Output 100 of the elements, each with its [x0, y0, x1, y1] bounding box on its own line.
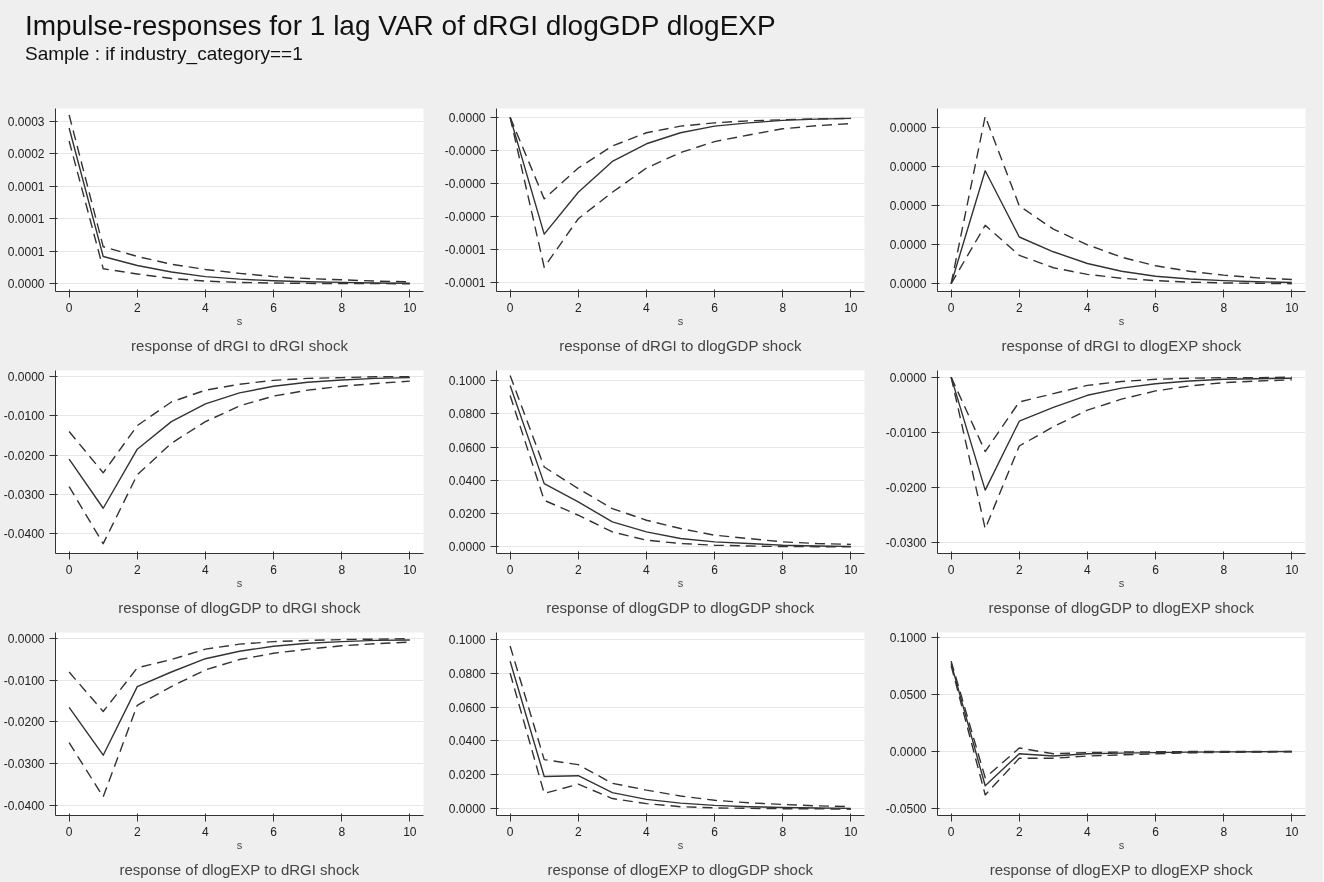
x-tick-label: 10	[1285, 824, 1299, 839]
x-tick-label: 10	[403, 824, 417, 839]
y-tick-label: 0.0500	[889, 687, 927, 702]
x-tick-label: 4	[643, 562, 651, 577]
x-tick-label: 6	[270, 300, 278, 315]
x-axis-title: s	[236, 314, 243, 327]
text: Sample : if industry_category==1	[25, 42, 304, 66]
y-tick-label: 0.0000	[448, 110, 486, 125]
x-tick-label: 6	[711, 824, 719, 839]
y-tick-label: 0.1000	[448, 373, 486, 388]
x-tick-label: 0	[947, 562, 955, 577]
y-tick-label: 0.0000	[7, 632, 45, 647]
x-tick-label: 6	[1152, 824, 1160, 839]
x-tick-label: 4	[1084, 824, 1092, 839]
x-tick-label: 4	[1084, 300, 1092, 315]
y-tick-label: 0.0000	[889, 370, 927, 385]
y-tick-label: -0.0000	[444, 210, 486, 225]
text: response of dRGI to dlogEXP shock	[1001, 336, 1242, 354]
x-axis-title: s	[1118, 576, 1125, 589]
y-tick-label: -0.0000	[444, 176, 486, 191]
x-axis-title: s	[1118, 838, 1125, 851]
x-tick-label: 0	[65, 562, 73, 577]
y-tick-label: -0.0200	[3, 448, 45, 463]
x-tick-label: 10	[844, 824, 858, 839]
x-tick-label: 2	[574, 300, 582, 315]
x-tick-label: 2	[574, 562, 582, 577]
y-tick-label: -0.0200	[885, 480, 927, 495]
x-tick-label: 8	[1220, 300, 1228, 315]
y-tick-label: 0.0200	[448, 768, 486, 783]
x-tick-label: 0	[65, 824, 73, 839]
text: response of dlogEXP to dRGI shock	[119, 860, 360, 878]
y-tick-label: 0.0000	[889, 121, 927, 136]
x-tick-label: 10	[1285, 562, 1299, 577]
text: response of dRGI to dRGI shock	[131, 336, 349, 354]
x-tick-label: 2	[1015, 824, 1023, 839]
y-tick-label: 0.0000	[889, 744, 927, 759]
y-tick-label: -0.0300	[3, 757, 45, 772]
text: response of dlogGDP to dlogGDP shock	[546, 598, 815, 616]
x-axis-title: s	[677, 838, 684, 851]
x-tick-label: 6	[1152, 300, 1160, 315]
x-axis-title: s	[236, 838, 243, 851]
x-tick-label: 2	[133, 824, 141, 839]
y-tick-label: 0.0001	[7, 244, 45, 259]
y-tick-label: -0.0001	[444, 276, 486, 291]
y-tick-label: 0.1000	[889, 630, 927, 645]
x-tick-label: 2	[1015, 562, 1023, 577]
x-tick-label: 8	[338, 562, 346, 577]
x-tick-label: 6	[270, 562, 278, 577]
x-tick-label: 0	[506, 562, 514, 577]
y-tick-label: -0.0400	[3, 798, 45, 813]
y-tick-label: 0.0003	[7, 114, 45, 129]
x-tick-label: 6	[711, 562, 719, 577]
x-tick-label: 4	[202, 300, 210, 315]
x-tick-label: 10	[1285, 300, 1299, 315]
y-tick-label: 0.0002	[7, 147, 45, 162]
y-tick-label: 0.0400	[448, 734, 486, 749]
y-tick-label: 0.0200	[448, 507, 486, 522]
y-tick-label: 0.0000	[448, 540, 486, 555]
x-axis-title: s	[1118, 314, 1125, 327]
x-tick-label: 10	[844, 562, 858, 577]
y-tick-label: 0.0000	[889, 277, 927, 292]
text: Impulse-responses for 1 lag VAR of dRGI dlogGDP dlogEXP	[25, 9, 776, 43]
y-tick-label: -0.0100	[885, 425, 927, 440]
x-tick-label: 0	[65, 300, 73, 315]
x-tick-label: 0	[506, 824, 514, 839]
y-tick-label: -0.0500	[885, 802, 927, 817]
y-tick-label: 0.0000	[7, 369, 45, 384]
x-tick-label: 10	[403, 300, 417, 315]
x-tick-label: 2	[133, 562, 141, 577]
x-axis-title: s	[236, 576, 243, 589]
x-tick-label: 4	[1084, 562, 1092, 577]
x-tick-label: 8	[779, 562, 787, 577]
y-tick-label: 0.0800	[448, 666, 486, 681]
x-tick-label: 6	[270, 824, 278, 839]
x-tick-label: 0	[506, 300, 514, 315]
x-axis-title: s	[677, 314, 684, 327]
y-tick-label: -0.0300	[3, 487, 45, 502]
y-tick-label: 0.0000	[889, 160, 927, 175]
y-tick-label: 0.0001	[7, 179, 45, 194]
y-tick-label: 0.0600	[448, 440, 486, 455]
x-tick-label: 8	[779, 300, 787, 315]
text: response of dlogEXP to dlogGDP shock	[547, 860, 814, 878]
x-tick-label: 2	[133, 300, 141, 315]
x-tick-label: 0	[947, 300, 955, 315]
y-tick-label: 0.0000	[448, 802, 486, 817]
x-tick-label: 0	[947, 824, 955, 839]
y-tick-label: 0.0800	[448, 407, 486, 422]
y-tick-label: 0.0400	[448, 473, 486, 488]
y-tick-label: -0.0300	[885, 535, 927, 550]
text: response of dRGI to dlogGDP shock	[559, 336, 803, 354]
y-tick-label: 0.0001	[7, 212, 45, 227]
text: response of dlogEXP to dlogEXP shock	[989, 860, 1254, 878]
y-tick-label: 0.0000	[7, 277, 45, 292]
x-tick-label: 4	[643, 300, 651, 315]
y-tick-label: -0.0100	[3, 409, 45, 424]
y-tick-label: 0.1000	[448, 632, 486, 647]
x-tick-label: 8	[1220, 562, 1228, 577]
y-tick-label: 0.0000	[889, 199, 927, 214]
x-tick-label: 8	[1220, 824, 1228, 839]
x-tick-label: 8	[338, 300, 346, 315]
